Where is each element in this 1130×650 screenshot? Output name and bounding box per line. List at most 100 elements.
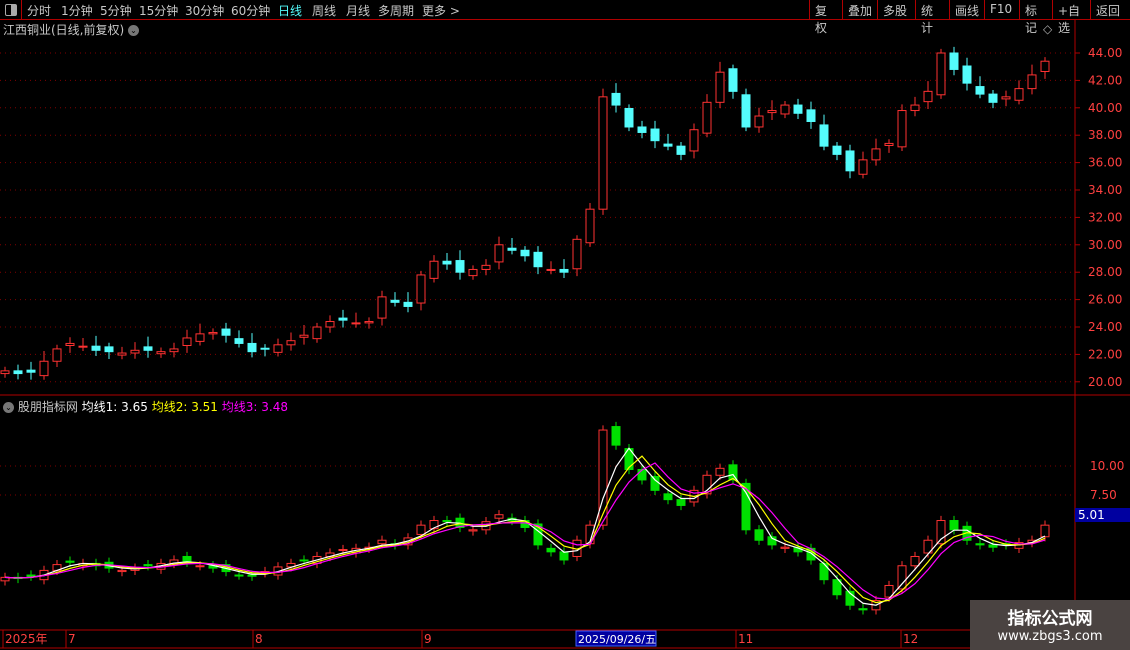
price-candle [312, 326, 322, 340]
price-candle [845, 150, 855, 172]
price-candle [884, 142, 894, 146]
period-tab-0[interactable]: 分时 [27, 4, 52, 18]
indicator-candle [442, 520, 452, 523]
price-candle [260, 347, 270, 350]
diamond-icon[interactable]: ◇ [1043, 22, 1053, 36]
price-candle [169, 348, 179, 353]
price-candle [923, 90, 933, 103]
price-candle [208, 331, 218, 335]
price-candle [273, 344, 283, 353]
toolbar-button-7[interactable]: +自选 [1052, 0, 1090, 35]
period-tab-2[interactable]: 5分钟 [100, 4, 132, 18]
price-candle [533, 251, 543, 268]
price-candle [507, 247, 517, 251]
chevron-down-icon[interactable]: ⌄ [3, 402, 14, 413]
toolbar: 分时 1分钟 5分钟 15分钟 30分钟 60分钟 日线 周线 月线 多周期 更多 > 复权 叠加 多股… [0, 0, 1130, 35]
price-candle [286, 340, 296, 346]
period-tab-6[interactable]: 日线 [278, 4, 303, 18]
toolbar-button-5[interactable]: F10 [984, 0, 1019, 19]
indicator-candle [858, 608, 868, 611]
price-candle [455, 260, 465, 273]
indicator-candle [611, 426, 621, 446]
price-candle [78, 345, 88, 348]
price-candle [949, 52, 959, 70]
price-candle [858, 159, 868, 175]
price-candle [325, 321, 335, 328]
price-candle [1027, 74, 1037, 90]
price-label-1: 42.00 [1088, 73, 1122, 87]
indicator-candle [845, 590, 855, 606]
price-candle [598, 96, 608, 210]
price-label-3: 38.00 [1088, 128, 1122, 142]
period-tab-5[interactable]: 60分钟 [231, 4, 271, 18]
indicator-candle [299, 559, 309, 562]
chevron-down-icon[interactable]: ⌄ [128, 25, 140, 36]
price-candle [897, 110, 907, 148]
price-candle [975, 86, 985, 95]
price-candle [130, 349, 140, 354]
period-tab-3[interactable]: 15分钟 [139, 4, 179, 18]
cursor-date-box [575, 630, 657, 647]
price-candle [13, 370, 23, 375]
ma3-line [4, 462, 1046, 600]
toolbar-button-8[interactable]: 返回 [1090, 0, 1130, 19]
indicator-candle [429, 520, 439, 530]
indicator-candle [598, 429, 608, 526]
price-candle [1014, 88, 1024, 101]
toolbar-button-1[interactable]: 叠加 [842, 0, 877, 19]
indicator-candle [117, 569, 127, 573]
indicator-candle [975, 543, 985, 546]
toolbar-button-0[interactable]: 复权 [809, 0, 842, 35]
price-candle [1040, 60, 1050, 72]
indicator-candle [884, 584, 894, 598]
price-candle [663, 143, 673, 147]
indicator-candle [910, 555, 920, 567]
time-label-3: 9 [424, 632, 432, 646]
price-label-9: 26.00 [1088, 293, 1122, 307]
price-candle [988, 93, 998, 103]
indicator-candle [819, 562, 829, 581]
price-candle [338, 317, 348, 321]
current-value-label: 5.01 [1078, 508, 1105, 522]
price-candle [910, 104, 920, 112]
chart-title[interactable]: 江西铜业(日线,前复权) ⌄ [3, 21, 140, 38]
toolbar-button-3[interactable]: 统计 [915, 0, 949, 35]
layout-toggle-icon[interactable] [0, 0, 22, 19]
price-candle [195, 333, 205, 342]
indicator-candle [65, 560, 75, 563]
price-candle [0, 370, 10, 375]
period-tab-7[interactable]: 周线 [312, 4, 337, 18]
price-candle [364, 321, 374, 324]
toolbar-button-4[interactable]: 画线 [949, 0, 984, 19]
price-candle [403, 301, 413, 307]
price-candle [91, 345, 101, 351]
indicator-candle [988, 544, 998, 548]
period-tab-8[interactable]: 月线 [346, 4, 371, 18]
period-tab-10[interactable]: 更多 > [422, 4, 460, 18]
indicator-candle [416, 524, 426, 535]
price-candle [1001, 96, 1011, 100]
period-tab-1[interactable]: 1分钟 [61, 4, 93, 18]
price-label-10: 24.00 [1088, 320, 1122, 334]
price-candle [806, 109, 816, 123]
toolbar-button-2[interactable]: 多股 [877, 0, 915, 19]
indicator-candle [195, 565, 205, 568]
indicator-candle [676, 499, 686, 506]
price-candle [520, 249, 530, 257]
price-candle [494, 244, 504, 263]
price-candle [832, 145, 842, 155]
indicator-candle [936, 520, 946, 545]
price-candle [65, 342, 75, 346]
price-candle [585, 208, 595, 244]
time-label-5: 12 [903, 632, 918, 646]
toolbar-button-6[interactable]: 标记 [1019, 0, 1052, 35]
indicator-candle [767, 536, 777, 546]
period-tab-4[interactable]: 30分钟 [185, 4, 225, 18]
price-candle [689, 129, 699, 152]
indicator-candle [468, 529, 478, 532]
period-tab-9[interactable]: 多周期 [378, 4, 415, 18]
price-candle [247, 342, 257, 353]
indicator-candle [741, 482, 751, 531]
price-candle [728, 68, 738, 92]
